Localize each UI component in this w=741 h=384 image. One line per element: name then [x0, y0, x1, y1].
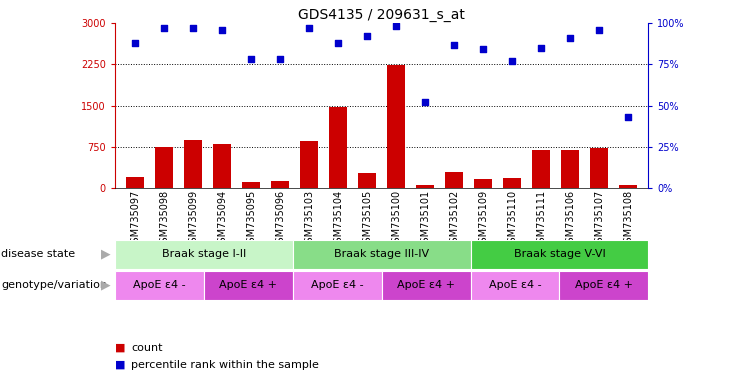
Point — [419, 99, 431, 105]
Text: Braak stage I-II: Braak stage I-II — [162, 249, 246, 260]
Bar — [185, 140, 202, 188]
Point — [477, 46, 489, 53]
Text: Braak stage III-IV: Braak stage III-IV — [334, 249, 429, 260]
Point — [448, 41, 460, 48]
Bar — [115, 240, 293, 269]
Bar — [213, 144, 231, 188]
Text: ■: ■ — [115, 343, 125, 353]
Bar — [359, 173, 376, 188]
Text: genotype/variation: genotype/variation — [1, 280, 107, 290]
Point — [361, 33, 373, 39]
Bar — [293, 240, 471, 269]
Point — [564, 35, 576, 41]
Bar — [388, 65, 405, 188]
Bar — [300, 141, 318, 188]
Title: GDS4135 / 209631_s_at: GDS4135 / 209631_s_at — [298, 8, 465, 22]
Bar — [156, 147, 173, 188]
Point — [593, 26, 605, 33]
Bar — [293, 271, 382, 300]
Bar — [559, 271, 648, 300]
Point — [391, 23, 402, 30]
Text: ApoE ε4 +: ApoE ε4 + — [575, 280, 633, 290]
Text: ApoE ε4 +: ApoE ε4 + — [397, 280, 455, 290]
Bar — [242, 182, 260, 188]
Bar — [532, 150, 550, 188]
Point — [332, 40, 344, 46]
Text: ■: ■ — [115, 360, 125, 370]
Text: percentile rank within the sample: percentile rank within the sample — [131, 360, 319, 370]
Bar — [271, 181, 289, 188]
Text: ▶: ▶ — [102, 279, 110, 291]
Bar — [382, 271, 471, 300]
Text: Braak stage V-VI: Braak stage V-VI — [514, 249, 605, 260]
Bar — [503, 178, 521, 188]
Text: ApoE ε4 -: ApoE ε4 - — [133, 280, 186, 290]
Bar — [619, 185, 637, 188]
Bar — [471, 271, 559, 300]
Bar — [471, 240, 648, 269]
Point — [274, 56, 286, 63]
Point — [159, 25, 170, 31]
Bar — [562, 150, 579, 188]
Text: disease state: disease state — [1, 249, 76, 260]
Point — [187, 25, 199, 31]
Bar — [115, 271, 204, 300]
Text: ApoE ε4 +: ApoE ε4 + — [219, 280, 277, 290]
Point — [245, 56, 257, 63]
Point — [303, 25, 315, 31]
Bar — [127, 177, 144, 188]
Point — [535, 45, 547, 51]
Point — [506, 58, 518, 64]
Bar — [204, 271, 293, 300]
Bar — [445, 172, 463, 188]
Bar — [591, 148, 608, 188]
Bar — [474, 179, 492, 188]
Point — [216, 26, 228, 33]
Text: ▶: ▶ — [102, 248, 110, 261]
Text: ApoE ε4 -: ApoE ε4 - — [488, 280, 542, 290]
Bar — [330, 107, 347, 188]
Text: ApoE ε4 -: ApoE ε4 - — [310, 280, 364, 290]
Bar — [416, 185, 433, 188]
Point — [129, 40, 141, 46]
Text: count: count — [131, 343, 163, 353]
Point — [622, 114, 634, 120]
